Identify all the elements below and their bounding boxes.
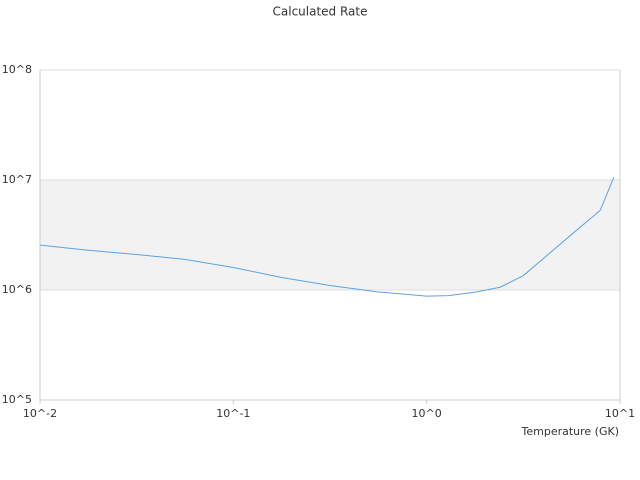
y-tick-label: 10^8 (2, 63, 32, 76)
grid-band (40, 180, 620, 290)
x-tick-label: 10^-1 (216, 407, 250, 420)
y-tick-label: 10^5 (2, 393, 32, 406)
x-axis-label: Temperature (GK) (521, 425, 620, 438)
x-tick-label: 10^0 (412, 407, 442, 420)
chart-title: Calculated Rate (273, 5, 368, 19)
y-tick-label: 10^7 (2, 173, 32, 186)
x-tick-label: 10^1 (605, 407, 635, 420)
data-line (39, 177, 615, 297)
y-tick-label: 10^6 (2, 283, 32, 296)
x-tick-label: 10^-2 (23, 407, 57, 420)
